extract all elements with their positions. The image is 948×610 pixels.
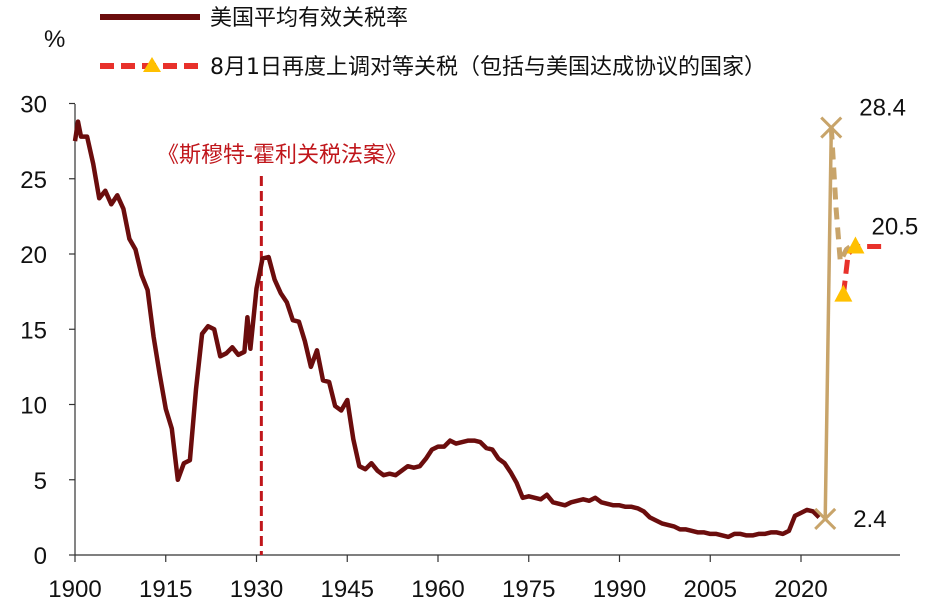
x-tick-label: 1975: [502, 576, 555, 603]
tariff-projection-dashed-line: [828, 127, 854, 264]
legend-label-effective-tariff: 美国平均有效关税率: [210, 6, 408, 31]
smoot-hawley-annotation: 《斯穆特-霍利关税法案》: [157, 143, 407, 555]
legend: 美国平均有效关税率 8月1日再度上调对等关税（包括与美国达成协议的国家）: [100, 6, 766, 80]
reciprocal-tariff-dashed-line: [840, 244, 886, 295]
smoot-hawley-label: 《斯穆特-霍利关税法案》: [157, 143, 407, 168]
x-axis-ticks: 1900 1915 1930 1945 1960 1975 1990 2005 2020: [48, 555, 828, 603]
y-tick-label: 5: [34, 468, 47, 495]
end-value-label: 20.5: [872, 213, 919, 240]
legend-label-reciprocal-tariff: 8月1日再度上调对等关税（包括与美国达成协议的国家）: [210, 55, 766, 80]
triangle-marker-icon: [834, 284, 853, 302]
x-tick-label: 1945: [321, 576, 374, 603]
x-tick-label: 1990: [593, 576, 646, 603]
tariff-jump-line: [823, 127, 834, 519]
y-tick-label: 15: [20, 317, 47, 344]
y-tick-label: 20: [20, 242, 47, 269]
series-layer: [72, 119, 886, 540]
y-tick-label: 25: [20, 167, 47, 194]
marker-layer: [814, 116, 865, 530]
y-axis-ticks: 0 5 10 15 20 25 30: [20, 92, 75, 570]
value-label: 2.4: [853, 506, 886, 533]
label-layer: 2.4 28.4 20.5: [853, 95, 918, 533]
y-tick-label: 0: [34, 543, 47, 570]
x-tick-label: 1915: [139, 576, 192, 603]
x-tick-label: 1900: [48, 576, 101, 603]
x-marker-icon: [820, 116, 843, 139]
x-tick-label: 1960: [411, 576, 464, 603]
triangle-marker-icon: [846, 236, 865, 254]
x-marker-icon: [814, 507, 837, 530]
x-tick-label: 2020: [774, 576, 827, 603]
x-tick-label: 2005: [684, 576, 737, 603]
y-tick-label: 30: [20, 92, 47, 119]
y-tick-label: 10: [20, 393, 47, 420]
legend-triangle-marker-icon: [143, 57, 161, 72]
x-tick-label: 1930: [230, 576, 283, 603]
value-label: 28.4: [859, 95, 906, 122]
y-axis-unit-label: %: [44, 26, 65, 53]
effective-tariff-line: [72, 119, 821, 540]
